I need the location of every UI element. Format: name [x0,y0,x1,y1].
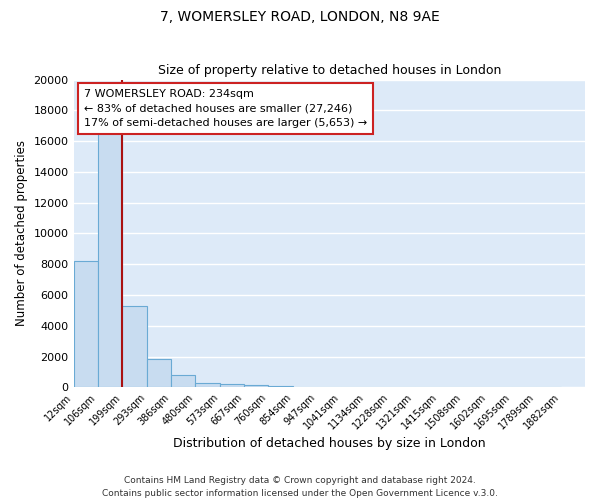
Bar [196,382,220,388]
Bar [171,375,196,388]
Bar [244,386,268,388]
Text: 7, WOMERSLEY ROAD, LONDON, N8 9AE: 7, WOMERSLEY ROAD, LONDON, N8 9AE [160,10,440,24]
Bar [74,261,98,388]
Title: Size of property relative to detached houses in London: Size of property relative to detached ho… [158,64,501,77]
Bar [220,384,244,388]
Text: Contains HM Land Registry data © Crown copyright and database right 2024.
Contai: Contains HM Land Registry data © Crown c… [102,476,498,498]
Bar [122,306,146,388]
Bar [146,359,171,388]
Y-axis label: Number of detached properties: Number of detached properties [15,140,28,326]
Bar [98,134,122,388]
X-axis label: Distribution of detached houses by size in London: Distribution of detached houses by size … [173,437,485,450]
Text: 7 WOMERSLEY ROAD: 234sqm
← 83% of detached houses are smaller (27,246)
17% of se: 7 WOMERSLEY ROAD: 234sqm ← 83% of detach… [84,89,367,128]
Bar [268,386,293,388]
